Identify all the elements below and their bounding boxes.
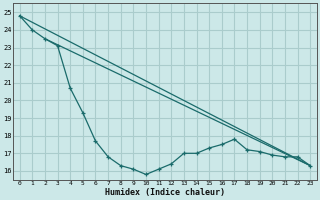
X-axis label: Humidex (Indice chaleur): Humidex (Indice chaleur)	[105, 188, 225, 197]
